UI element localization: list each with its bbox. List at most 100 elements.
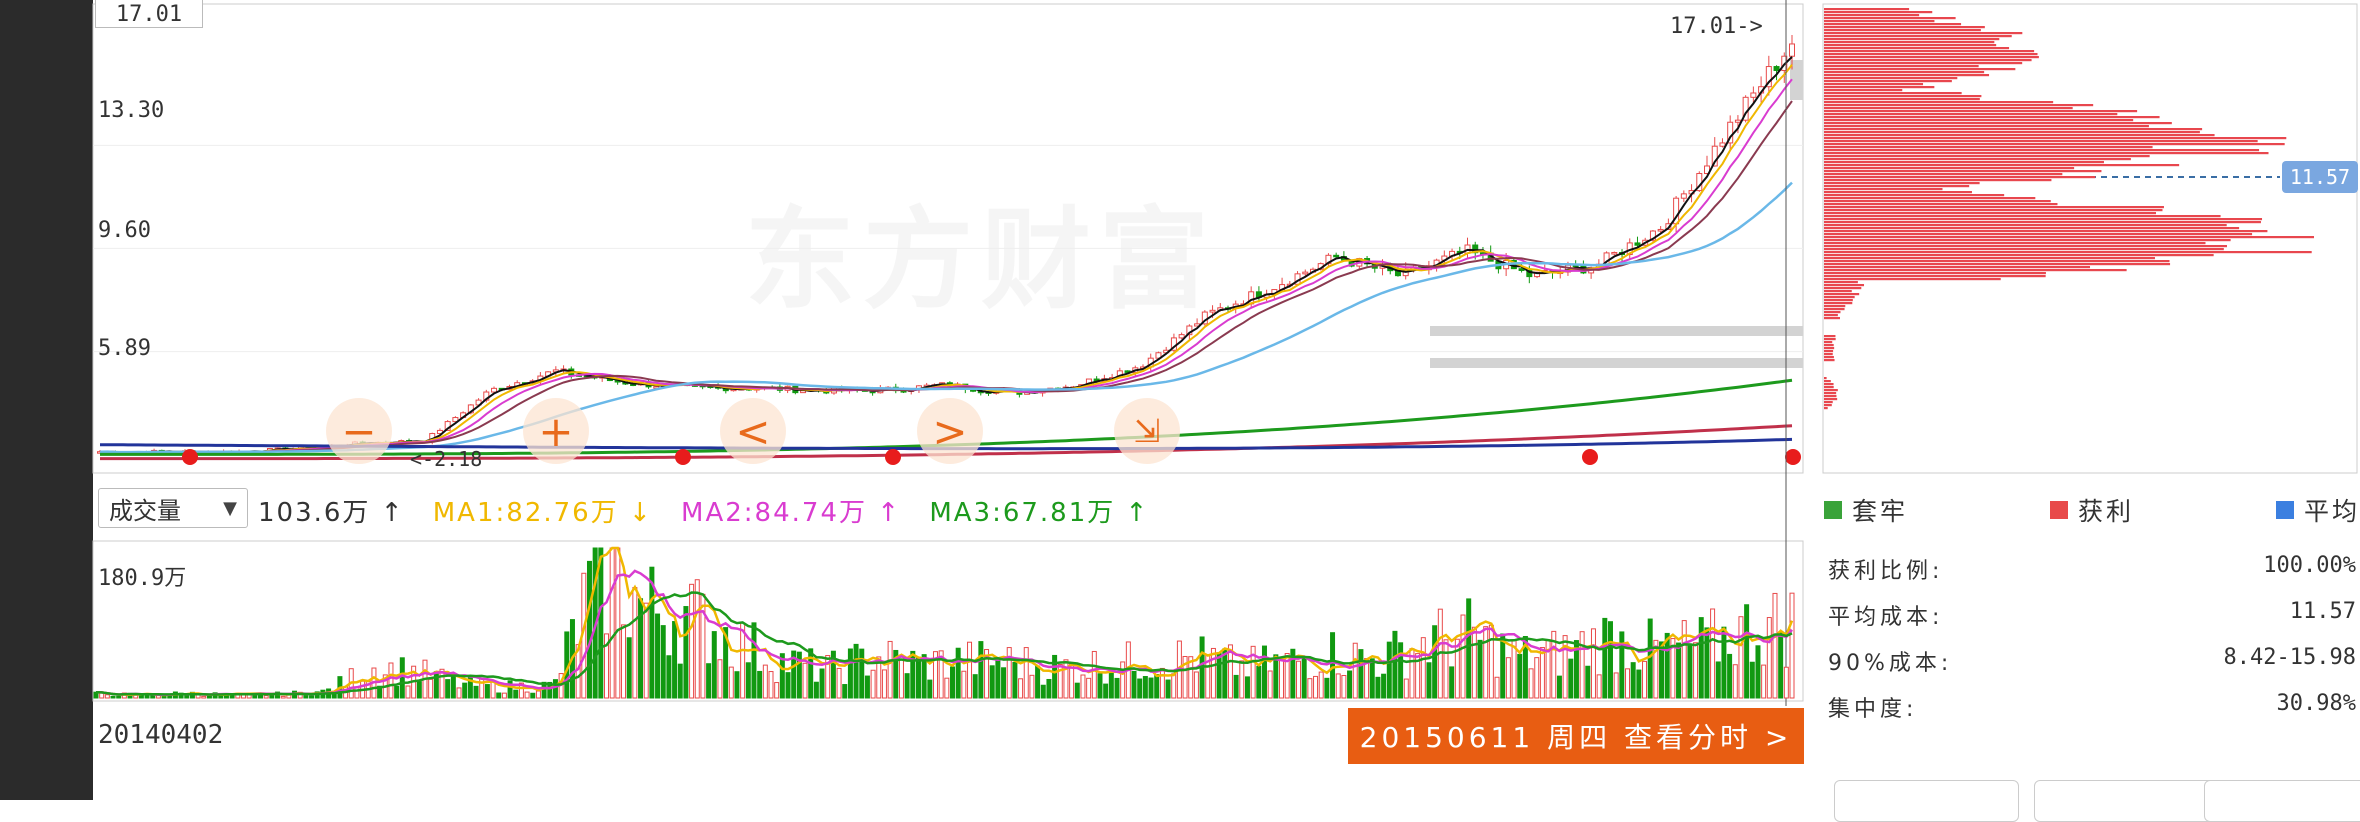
bottom-tab-button[interactable] [1834,780,2019,822]
volume-bar [757,670,763,699]
scroll-left-button[interactable]: < [720,398,786,464]
volume-bar [1086,677,1092,699]
cost-histogram-bar [1824,113,2118,116]
volume-ma2: MA2:84.74万 ↑ [681,498,902,528]
volume-bar [1080,674,1086,699]
volume-bar [632,587,638,699]
volume-bar [825,655,831,699]
volume-bar [1392,630,1398,699]
volume-bar [1381,673,1387,699]
cost-histogram-bar [1824,119,2134,122]
stat-label: 平均成本: [1828,605,1944,630]
cost-histogram-bar [1824,65,1979,68]
cost-histogram-bar [1824,158,2131,161]
volume-bar [1545,639,1551,699]
bottom-tab-button[interactable] [2204,780,2360,822]
cost-histogram-bar [1824,260,2170,263]
shrink-icon[interactable]: ⇲ [1114,398,1180,464]
cost-histogram-bar [1824,77,1958,80]
volume-bar [1148,677,1154,699]
volume-bar [1534,657,1540,699]
volume-bar [1256,665,1262,699]
cost-histogram-bar [1824,8,1910,11]
volume-bar [1341,675,1347,699]
cost-histogram-bar [1824,407,1828,410]
event-dot [182,449,198,465]
view-intraday-button[interactable]: 20150611 周四 查看分时 > [1348,708,1804,764]
cost-histogram-bar [1824,173,2063,176]
volume-bar [950,666,956,699]
cost-histogram-bar [1824,86,1935,89]
volume-bar [1551,630,1557,699]
candle-body [1518,268,1525,271]
volume-bar [1029,674,1035,699]
volume-bar [1488,624,1494,699]
volume-bar [689,583,695,699]
volume-bar [876,656,882,699]
indicator-select[interactable]: 成交量 ▼ [98,488,248,528]
stat-label: 获利比例: [1828,559,1944,584]
volume-bar [1727,653,1733,699]
scroll-right-button[interactable]: > [917,398,983,464]
volume-bar [1313,675,1319,699]
volume-bar [1330,632,1336,699]
volume-bar [1352,642,1358,699]
zoom-out-button[interactable]: − [326,398,392,464]
volume-bar [280,695,286,699]
cost-histogram-bar [1824,92,1962,95]
legend-average: 平均 [2276,492,2360,528]
cost-histogram-bar [1824,269,2127,272]
stat-label: 90%成本: [1828,651,1953,676]
bottom-tab-button[interactable] [2034,780,2219,822]
resistance-band [1430,326,1803,336]
cost-histogram-bar [1824,257,2155,260]
cost-histogram-bar [1824,245,2227,248]
candle-body [1611,251,1618,255]
cost-histogram-bar [1824,347,1835,350]
cost-histogram-bar [1824,152,2269,155]
candle-body [1333,254,1340,258]
max-price-marker: 17.01-> [1670,14,1763,39]
cost-histogram-bar [1824,107,2073,110]
volume-bar [774,682,780,699]
cost-histogram-bar [1824,23,1962,26]
volume-bar [944,677,950,699]
volume-bar [864,675,870,699]
cost-histogram-bar [1824,383,1834,386]
cost-histogram-bar [1824,203,2058,206]
candle-body [1789,43,1795,57]
volume-bar [1290,648,1296,699]
volume-bar [1278,659,1284,699]
volume-bar [110,695,116,699]
cost-histogram-bar [1824,194,2005,197]
cost-histogram-bar [1824,359,1835,362]
resistance-band [1430,358,1803,368]
cost-histogram-bar [1824,338,1836,341]
cost-histogram-bar [1824,278,2001,281]
volume-bar [1227,644,1233,699]
cost-histogram-bar [1824,170,2102,173]
volume-bar [1114,677,1120,699]
cost-histogram-bar [1824,38,2000,41]
volume-bar [93,691,99,699]
volume-bar [1676,642,1682,699]
volume-bar [1562,635,1568,699]
candle-body [1773,66,1780,72]
volume-bar [604,633,610,699]
volume-bar [1568,658,1574,699]
volume-bar [263,695,269,699]
volume-bar [672,621,678,699]
volume-bar [1693,642,1699,699]
cost-histogram-bar [1824,143,2285,146]
zoom-in-button[interactable]: + [523,398,589,464]
cost-histogram-bar [1824,134,2215,137]
volume-bar [1063,659,1069,699]
indicator-select-label: 成交量 [109,496,181,525]
volume-bar [836,667,842,699]
cost-histogram-bar [1824,308,1845,311]
volume-bar [428,678,434,699]
cost-histogram-bar [1824,200,2051,203]
cost-histogram-bar [1824,296,1855,299]
cost-histogram-bar [1824,122,2172,125]
volume-bar [1500,633,1506,699]
